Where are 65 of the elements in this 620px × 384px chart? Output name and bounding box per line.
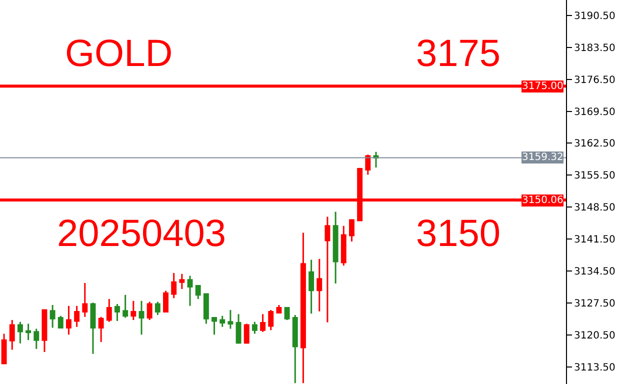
candlestick [260,313,266,333]
candlestick [42,309,48,353]
candlestick [9,319,15,350]
candlestick [212,317,217,336]
candlestick [340,225,346,266]
candlestick [26,322,32,341]
candlestick [292,314,298,384]
y-tick-label: 3162.50 [574,138,616,150]
y-tick-label: 3183.50 [574,42,616,54]
candlestick [316,258,322,312]
y-tick-label: 3190.50 [574,10,616,22]
y-tick-label: 3113.50 [574,362,616,374]
candlestick [195,285,201,300]
candlestick [276,304,282,314]
ref-line-label: 3175.00 [522,81,564,92]
y-tick-label: 3127.50 [574,298,616,310]
candlestick [90,302,96,355]
y-tick-label: 3134.50 [574,266,616,278]
y-tick-label: 3120.50 [574,330,616,342]
candlestick [284,306,290,321]
candlestick [187,274,193,307]
candlestick [365,154,371,176]
candlestick [146,301,152,321]
candlestick [268,309,274,331]
candlestick [74,305,80,328]
candlestick [98,316,104,343]
candlestick [332,211,338,284]
y-tick-label: 3141.50 [574,234,616,246]
ref-line-label: 3159.32 [522,152,564,163]
candlestick [324,216,330,324]
candlestick [106,298,112,323]
ref-line-label: 3150.06 [522,195,564,206]
candlestick [66,305,72,336]
candlestick [373,151,379,168]
candlestick [349,218,354,242]
candlestick [244,322,250,345]
candlestick [252,321,258,334]
y-tick-label: 3176.50 [574,74,616,86]
candlestick [58,315,64,329]
y-tick-label: 3169.50 [574,106,616,118]
candlestick [122,294,128,318]
annotation: GOLD [65,33,173,75]
y-tick-label: 3148.50 [574,202,616,214]
candlestick [228,309,234,330]
candlestick [236,313,242,345]
candlestick [163,290,168,313]
candlestick [17,321,23,344]
candlestick [300,232,306,384]
candlestick [114,303,120,322]
annotation: 3175 [416,33,501,75]
candlestick [1,332,7,364]
candlestick [82,282,88,318]
annotation: 3150 [416,213,501,255]
candlestick [154,301,160,316]
annotation: 20250403 [57,213,226,255]
candlestick [34,328,40,350]
y-tick-label: 3155.50 [574,170,616,182]
candlestick [179,273,185,290]
candlestick [138,300,144,336]
candlestick [203,293,209,324]
candlestick [171,272,177,299]
candlestick [308,258,314,314]
candlestick [220,315,226,328]
candlestick [130,300,136,321]
candlestick [50,304,56,329]
